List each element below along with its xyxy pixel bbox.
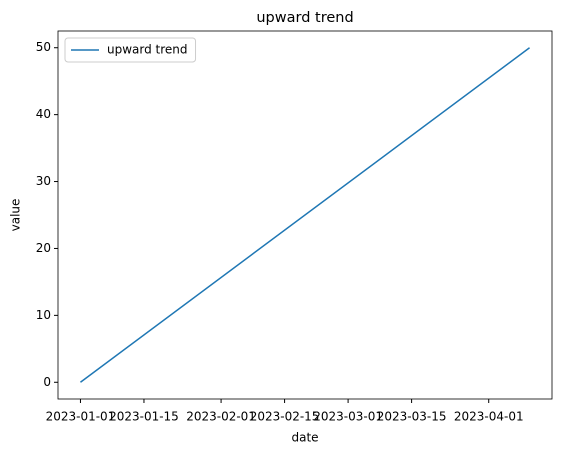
chart-title: upward trend xyxy=(256,10,353,26)
plot-frame xyxy=(57,30,553,400)
y-tick-label: 20 xyxy=(36,241,51,255)
y-tick-label: 0 xyxy=(43,375,51,389)
y-tick-label: 40 xyxy=(36,107,51,121)
x-tick-label: 2023-02-15 xyxy=(250,410,320,424)
y-axis-label: value xyxy=(9,199,23,232)
y-tick-label: 10 xyxy=(36,308,51,322)
y-tick-label: 30 xyxy=(36,174,51,188)
legend xyxy=(64,37,197,63)
x-tick-label: 2023-01-15 xyxy=(109,410,179,424)
line xyxy=(80,47,530,383)
x-tick-label: 2023-02-01 xyxy=(186,410,256,424)
legend-label: upward trend xyxy=(107,43,188,57)
x-tick-label: 2023-03-01 xyxy=(313,410,383,424)
x-tick-label: 2023-03-15 xyxy=(377,410,447,424)
y-tick-label: 50 xyxy=(36,40,51,54)
x-axis-label: date xyxy=(291,431,318,445)
x-tick-label: 2023-04-01 xyxy=(454,410,524,424)
x-tick-label: 2023-01-01 xyxy=(46,410,116,424)
